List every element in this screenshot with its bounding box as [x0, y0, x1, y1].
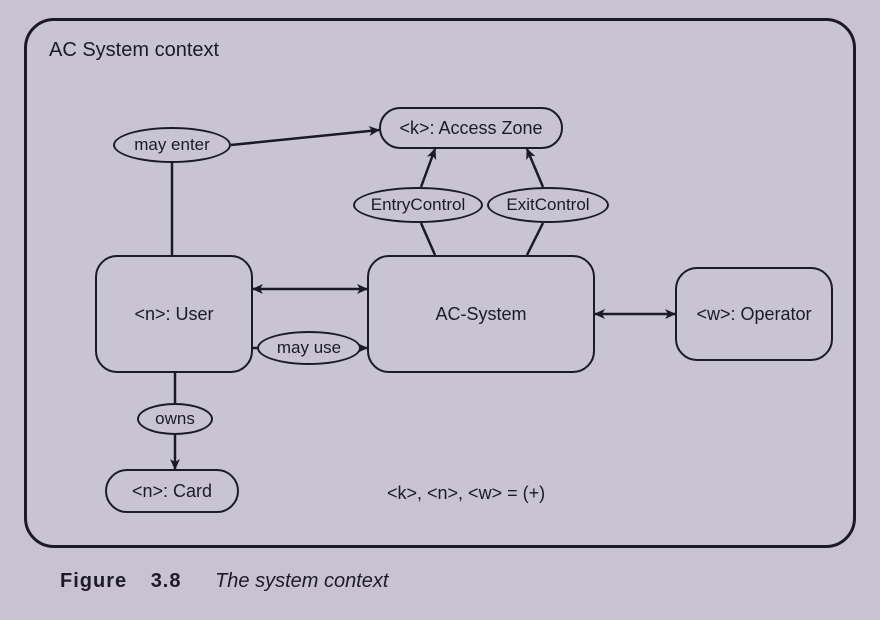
node-label: may enter — [134, 135, 210, 155]
node-label: owns — [155, 409, 195, 429]
node-label: EntryControl — [371, 195, 465, 215]
edge-exit-system — [527, 223, 543, 255]
node-label: may use — [277, 338, 341, 358]
edge-entry-zone — [421, 149, 435, 187]
caption-label: Figure — [60, 570, 127, 592]
node-user: <n>: User — [95, 255, 253, 373]
node-entry-control: EntryControl — [353, 187, 483, 223]
node-label: <k>: Access Zone — [399, 118, 542, 139]
node-label: <n>: Card — [132, 481, 212, 502]
node-exit-control: ExitControl — [487, 187, 609, 223]
node-may-enter: may enter — [113, 127, 231, 163]
caption-number: 3.8 — [151, 570, 182, 592]
caption-text: The system context — [215, 570, 388, 592]
node-label: AC-System — [435, 304, 526, 325]
node-card: <n>: Card — [105, 469, 239, 513]
node-label: ExitControl — [506, 195, 589, 215]
diagram-frame: AC System context <k>: Access Zone <n>: … — [24, 18, 856, 548]
node-operator: <w>: Operator — [675, 267, 833, 361]
node-ac-system: AC-System — [367, 255, 595, 373]
node-label: <w>: Operator — [696, 304, 811, 325]
node-access-zone: <k>: Access Zone — [379, 107, 563, 149]
node-label: <n>: User — [134, 304, 213, 325]
page: AC System context <k>: Access Zone <n>: … — [0, 0, 880, 620]
diagram-title: AC System context — [49, 39, 219, 62]
node-may-use: may use — [257, 331, 361, 365]
figure-caption: Figure 3.8 The system context — [60, 570, 388, 593]
edge-mayenter-zone — [231, 130, 379, 145]
edge-exit-zone — [527, 149, 543, 187]
multiplicity-note: <k>, <n>, <w> = (+) — [387, 483, 545, 504]
node-owns: owns — [137, 403, 213, 435]
edge-entry-system — [421, 223, 435, 255]
